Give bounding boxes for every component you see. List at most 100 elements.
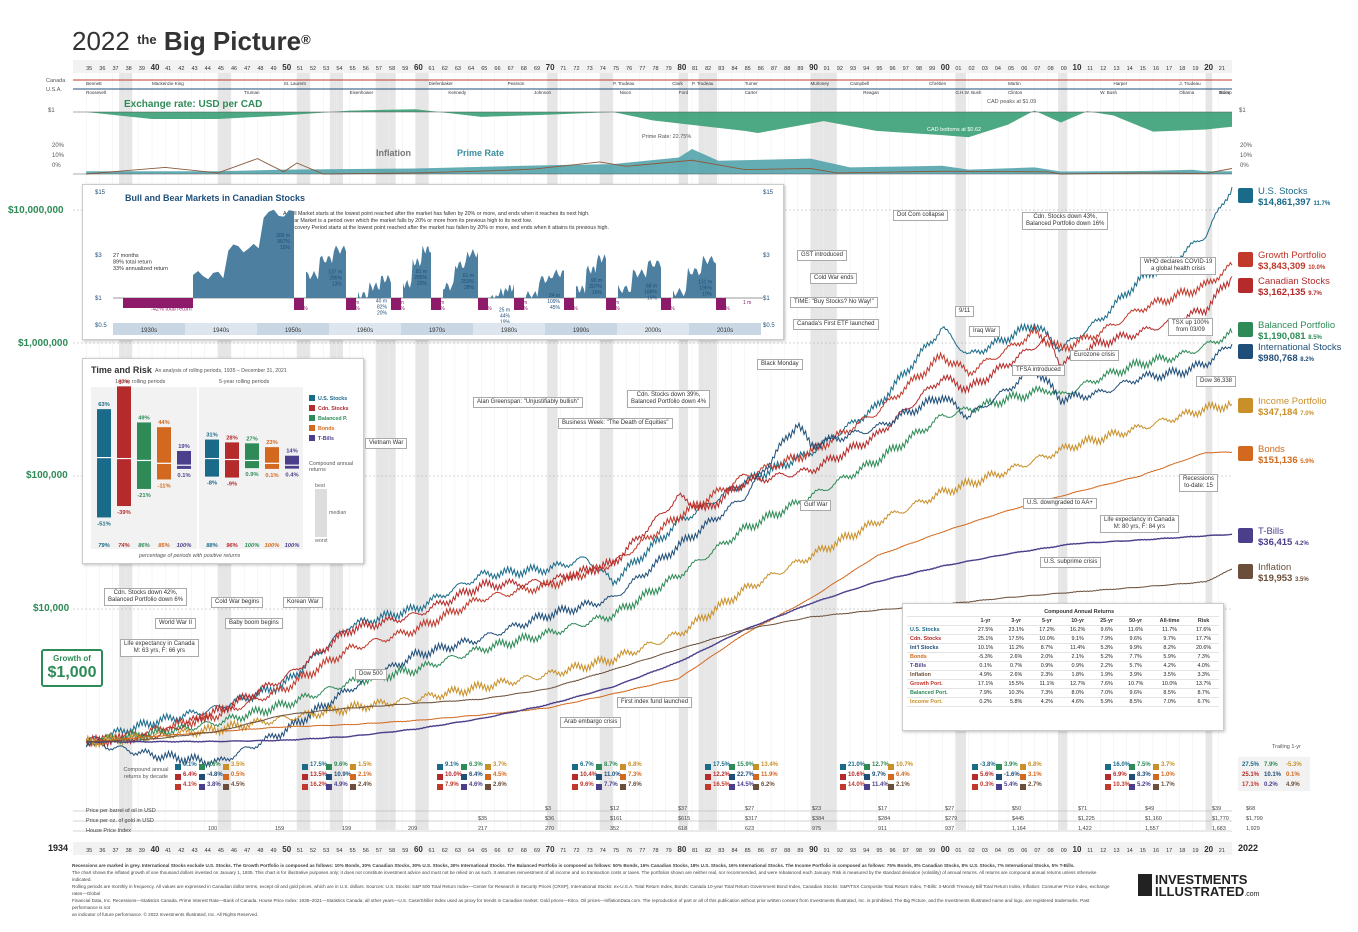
bottom-year-label: 90 — [809, 845, 818, 854]
bear-market-area — [606, 298, 616, 310]
inflation-label: Inflation — [376, 148, 411, 158]
bottom-year-label: 45 — [218, 848, 224, 854]
tbill-icon — [1238, 528, 1253, 543]
bear-market-area — [564, 298, 574, 310]
annotation: WHO declares COVID-19 a global health cri… — [1140, 257, 1217, 275]
year-tick-label: 84 — [731, 66, 737, 72]
legend-name: U.S. Stocks — [1258, 186, 1308, 197]
legend-name: Growth Portfolio — [1258, 250, 1327, 261]
leaf-icon — [1238, 278, 1253, 293]
bb-tick-right: $1 — [763, 296, 770, 302]
decade-return-value: 4.5% — [231, 782, 245, 788]
canada-leader: Turner — [744, 81, 758, 86]
positive-pct-label: 100% — [265, 543, 280, 549]
series-line-canadian-stocks — [85, 276, 1233, 749]
decade-return-value: 10.0% — [445, 772, 463, 778]
prime-rate-peak: Prime Rate: 22.75% — [642, 134, 692, 140]
bottom-year-label: 38 — [126, 848, 132, 854]
rolling-return-bar — [177, 450, 191, 469]
y-tick-10k: $10,000 — [33, 603, 70, 614]
bottom-year-label: 94 — [863, 848, 869, 854]
tr-legend-swatch — [309, 415, 315, 421]
tr-legend-label: U.S. Stocks — [318, 396, 347, 402]
decade-swatch — [485, 764, 491, 770]
bottom-year-label: 68 — [521, 848, 527, 854]
decade-return-value: 16.2% — [310, 782, 328, 788]
bottom-year-label: 51 — [297, 848, 303, 854]
compound-returns-table: Compound Annual Returns 1-yr 3-yr 5-yr 10-y… — [907, 608, 1219, 707]
bottom-year-label: 42 — [178, 848, 184, 854]
decade-return-value: 13.5% — [310, 772, 328, 778]
car-col-header: 3-yr — [1000, 616, 1032, 626]
decade-return-value: 10.9% — [334, 772, 352, 778]
bottom-year-label: 92 — [837, 848, 843, 854]
bottom-year-label: 41 — [165, 848, 171, 854]
year-tick-label: 02 — [969, 66, 975, 72]
bottom-year-label: 88 — [784, 848, 790, 854]
decade-return-value: 1.7% — [1161, 782, 1175, 788]
bottom-year-label: 76 — [626, 848, 632, 854]
positive-pct-label: 100% — [245, 543, 260, 549]
bottom-year-label: 82 — [705, 848, 711, 854]
legend-name: Bonds — [1258, 444, 1285, 455]
y-tick-10m: $10,000,000 — [8, 205, 64, 216]
decade-swatch — [223, 764, 229, 770]
year-tick-label: 00 — [941, 63, 950, 72]
house-price-index: 159 — [275, 826, 285, 832]
bb-tick-left: $1 — [95, 296, 102, 302]
decade-swatch — [350, 764, 356, 770]
rates-ticks-right: 20% 10% 0% — [1240, 143, 1253, 169]
year-tick-label: 54 — [336, 66, 342, 72]
bottom-year-label: 80 — [677, 845, 686, 854]
bull-market-label: 25 m 44% 19% — [499, 308, 511, 326]
year-tick-label: 97 — [903, 66, 909, 72]
annotation: TIME: "Buy Stocks? No Way!" — [790, 297, 878, 308]
decade-return-value: 4.9% — [334, 782, 348, 788]
gold-price: $615 — [678, 816, 691, 822]
year-tick-label: 44 — [205, 66, 211, 72]
bottom-year-label: 19 — [1192, 848, 1198, 854]
decade-swatch — [705, 774, 711, 780]
year-tick-label: 16 — [1153, 66, 1159, 72]
decade-return-value: 2.7% — [1028, 782, 1042, 788]
year-tick-label: 82 — [705, 66, 711, 72]
year-band — [73, 60, 1232, 73]
year-tick-label: 53 — [323, 66, 329, 72]
star-icon — [1238, 188, 1253, 203]
bottom-year-label: 11 — [1087, 848, 1093, 854]
bottom-year-label: 72 — [573, 848, 579, 854]
key-label: median — [329, 510, 346, 516]
year-tick-label: 35 — [86, 66, 92, 72]
bb-decade-band — [545, 323, 617, 335]
trailing-label: Trailing 1-yr — [1272, 744, 1301, 750]
decade-return-value: 3.9% — [1004, 762, 1018, 768]
bull-market-area — [618, 259, 661, 298]
legend-rate: 4.2% — [1294, 541, 1309, 547]
gold-price: $1,799 — [1246, 816, 1263, 822]
year-tick-label: 47 — [244, 66, 250, 72]
exchange-bottom-note: CAD bottoms at $0.62 — [927, 127, 982, 133]
bottom-year-label: 78 — [652, 848, 658, 854]
table-row: Inflation 4.9% 2.6% 2.3% 1.8% 1.9% 3.9% 3.5% 3.3… — [907, 670, 1219, 680]
canada-leader: Clark — [672, 81, 683, 86]
year-tick-label: 67 — [508, 66, 514, 72]
bottom-year-label: 58 — [389, 848, 395, 854]
year-tick-label: 42 — [178, 66, 184, 72]
decade-swatch — [350, 774, 356, 780]
worst-label: 0.1% — [265, 473, 278, 479]
bear-market-label: 10 m -20% — [516, 300, 528, 312]
year-tick-label: 04 — [995, 66, 1001, 72]
bear-market-label: 13 m -25% — [348, 300, 360, 312]
bottom-year-label: 05 — [1008, 848, 1014, 854]
bottom-year-label: 63 — [455, 848, 461, 854]
bb-right-end: 1 m — [743, 300, 751, 306]
decade-swatch — [437, 764, 443, 770]
decade-return-value: 22.7% — [737, 772, 755, 778]
series-line-international-stocks — [85, 343, 1233, 769]
us-leader: Truman — [244, 90, 260, 95]
year-tick-label: 03 — [982, 66, 988, 72]
bull-market-area — [403, 245, 431, 298]
us-leader: Trump — [1218, 90, 1232, 95]
us-leader: Eisenhower — [349, 90, 374, 95]
decade-return-value: 4.6% — [207, 762, 221, 768]
